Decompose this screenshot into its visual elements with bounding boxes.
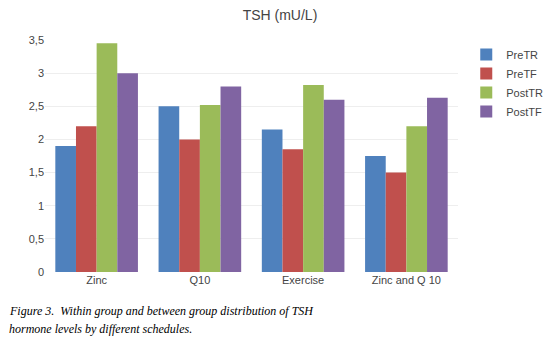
svg-text:Figure 3. Within group and be: Figure 3. Within group and between group… — [9, 304, 314, 318]
svg-text:TSH (mU/L): TSH (mU/L) — [243, 7, 318, 23]
svg-text:PreTR: PreTR — [506, 49, 538, 61]
svg-text:PostTF: PostTF — [506, 106, 542, 118]
svg-text:3,5: 3,5 — [29, 34, 44, 46]
svg-text:Exercise: Exercise — [282, 274, 324, 286]
svg-text:2,5: 2,5 — [29, 100, 44, 112]
svg-text:hormone levels by different sc: hormone levels by different schedules. — [9, 322, 192, 336]
svg-text:PostTR: PostTR — [506, 87, 543, 99]
svg-text:3: 3 — [38, 67, 44, 79]
svg-text:Q10: Q10 — [189, 274, 210, 286]
svg-text:0,5: 0,5 — [29, 233, 44, 245]
svg-text:PreTF: PreTF — [506, 68, 537, 80]
svg-text:Zinc: Zinc — [86, 274, 107, 286]
svg-text:1,5: 1,5 — [29, 166, 44, 178]
svg-text:1: 1 — [38, 200, 44, 212]
svg-text:2: 2 — [38, 133, 44, 145]
svg-text:Zinc and Q 10: Zinc and Q 10 — [372, 274, 441, 286]
svg-text:0: 0 — [38, 266, 44, 278]
